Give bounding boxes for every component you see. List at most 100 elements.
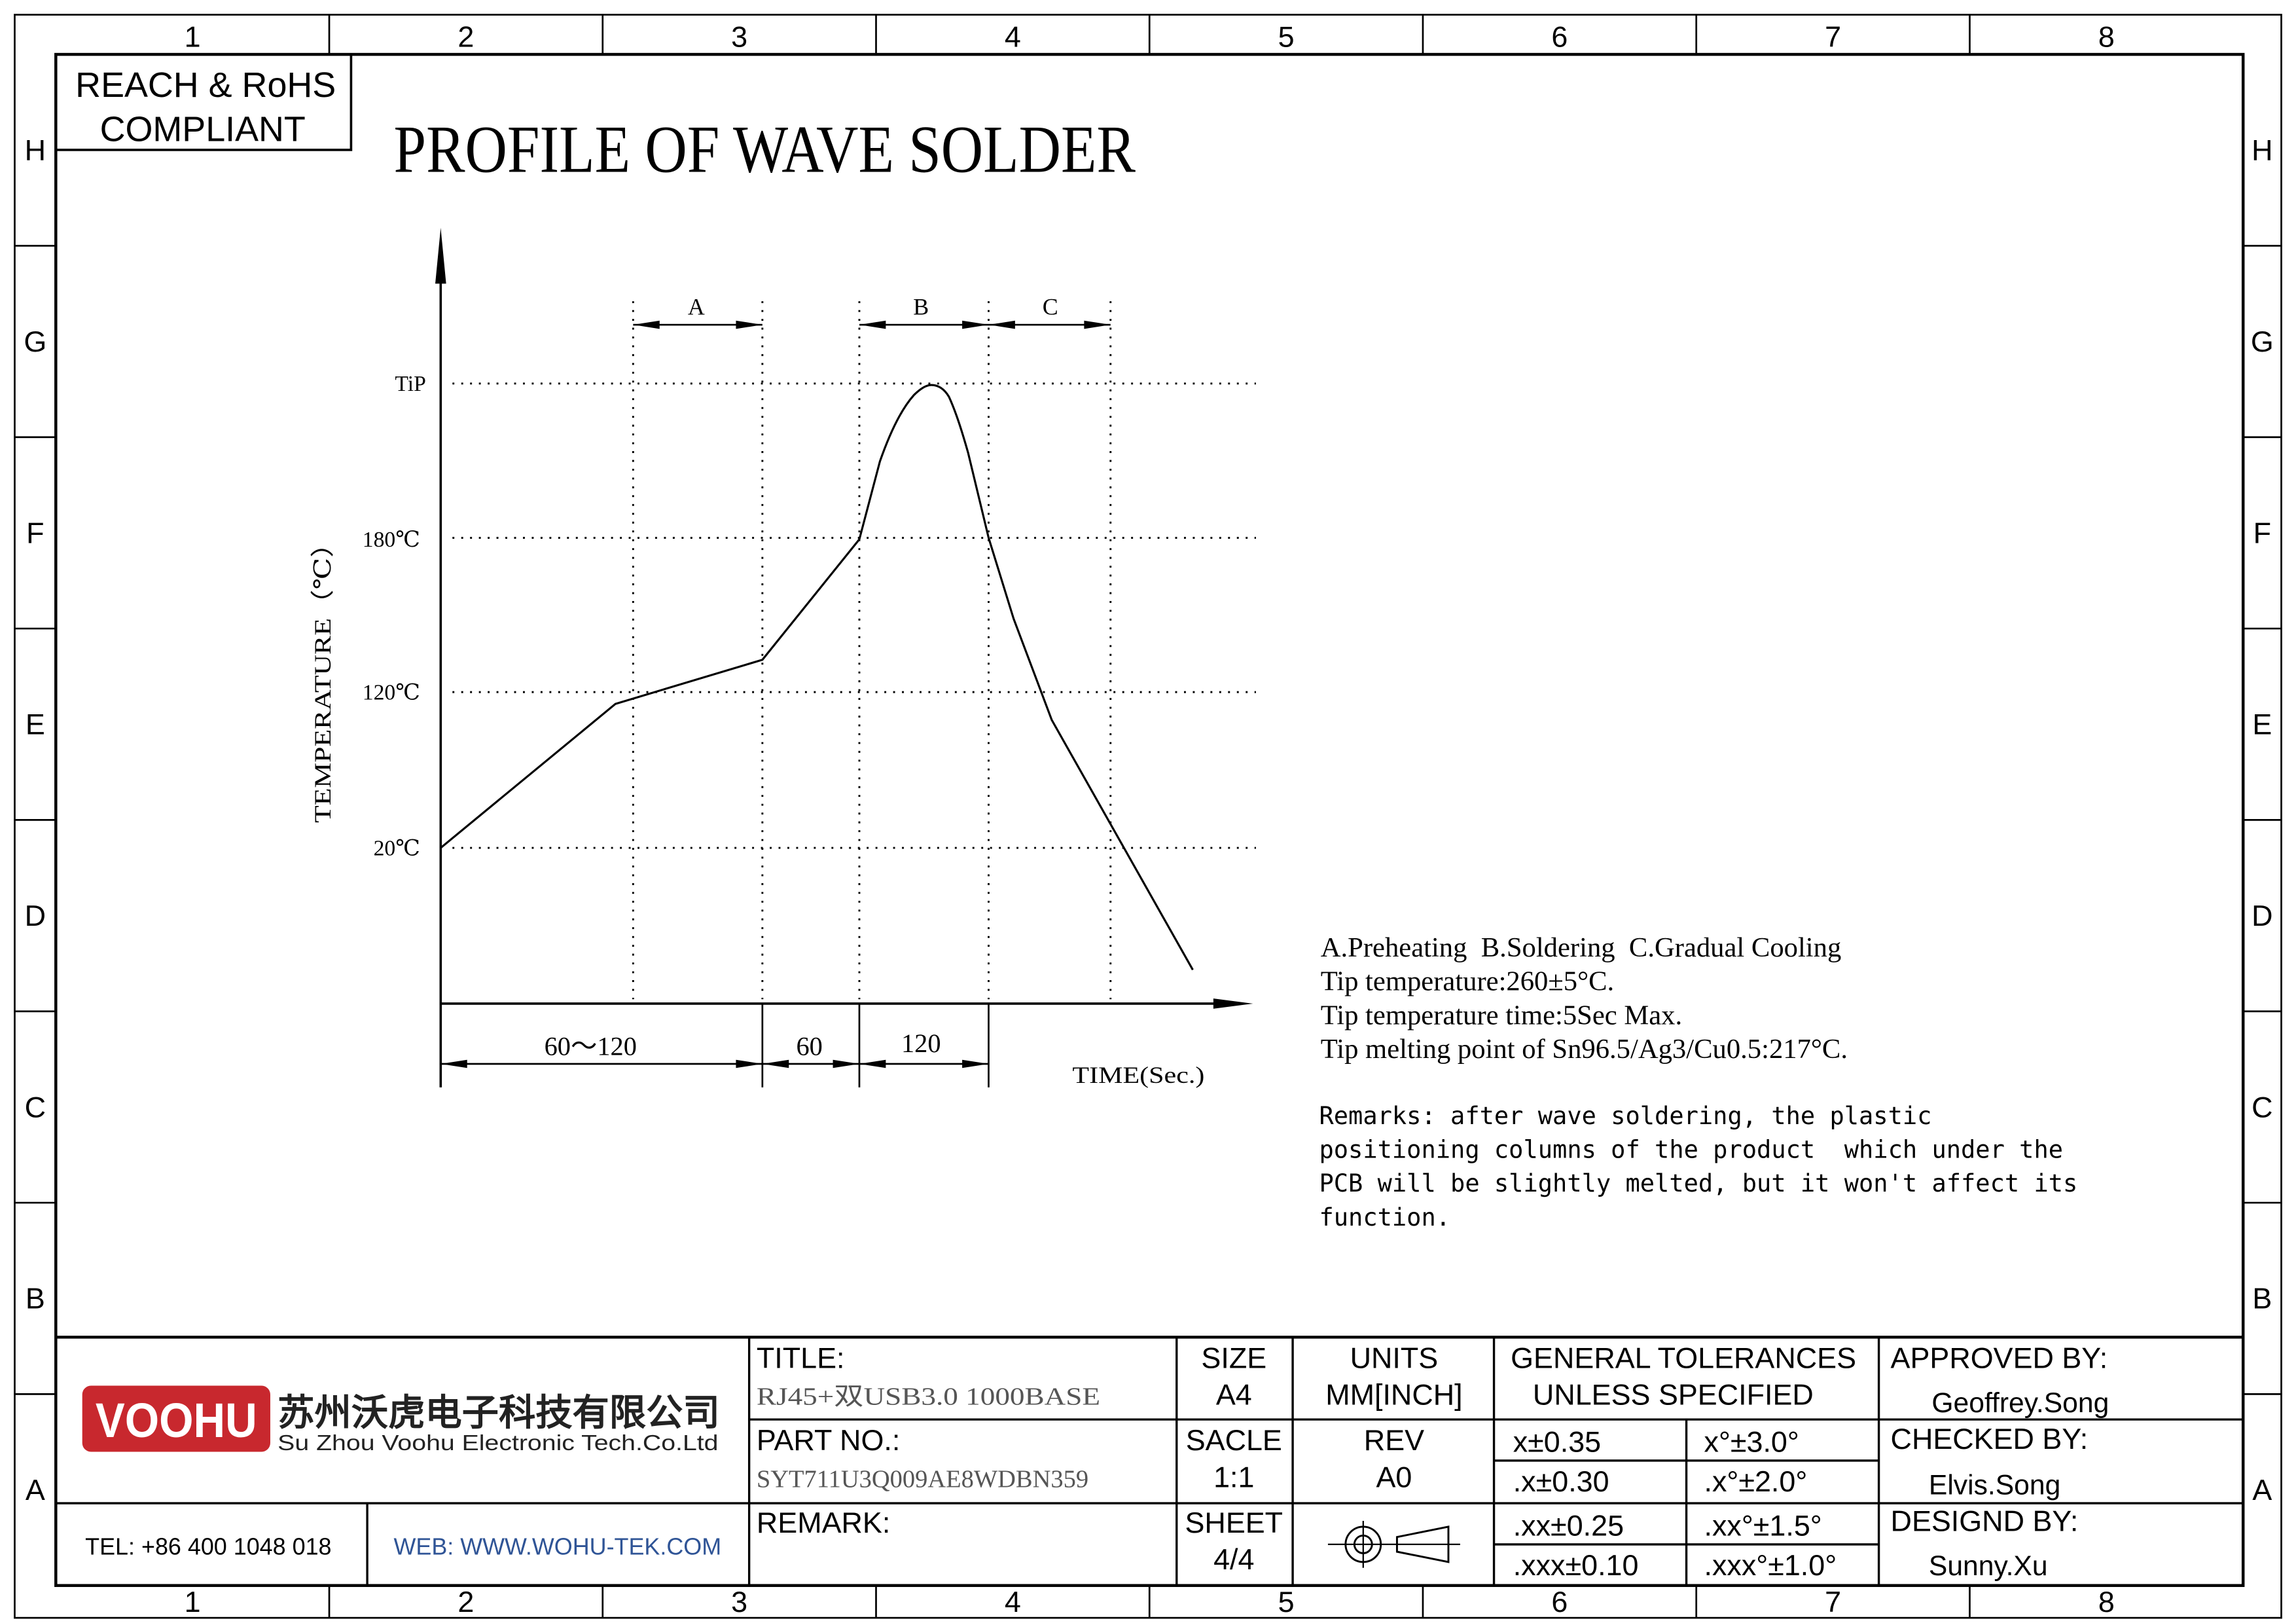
projection-outer-circle xyxy=(1344,1525,1382,1563)
solder-left-arrowhead xyxy=(859,1059,886,1068)
drawing-title: PROFILE OF WAVE SOLDER xyxy=(393,113,1136,187)
logo-badge xyxy=(82,1385,270,1452)
company-name-english: Su Zhou Voohu Electronic Tech.Co.Ltd xyxy=(278,1431,718,1455)
row-label-right: C xyxy=(2251,1090,2272,1123)
column-label-bottom: 5 xyxy=(1278,1585,1295,1618)
row-label-left: H xyxy=(25,134,46,167)
sheet-label: SHEET xyxy=(1185,1506,1283,1539)
size-value: A4 xyxy=(1216,1378,1252,1412)
revision-value: A0 xyxy=(1376,1460,1412,1493)
remarks-line-3: PCB will be slightly melted, but it won'… xyxy=(1319,1169,2077,1197)
column-label-top: 1 xyxy=(185,20,201,54)
tolerances-subtitle: UNLESS SPECIFIED xyxy=(1533,1378,1814,1412)
y-tick-tip: TiP xyxy=(395,372,425,396)
compliance-line-1: REACH & RoHS xyxy=(75,65,336,105)
scale-label: SACLE xyxy=(1186,1423,1282,1457)
zone-reference-grid: 1 1 2 2 3 3 4 4 5 5 6 6 7 7 8 8 H H G G F F E E D D C C B B A A xyxy=(14,14,2282,1618)
row-label-right: G xyxy=(2251,325,2274,358)
row-label-right: E xyxy=(2252,708,2272,741)
temperature-profile-curve xyxy=(440,384,1194,971)
outer-border xyxy=(14,14,2282,1619)
zone-a-dimension: A xyxy=(633,293,762,329)
column-label-bottom: 7 xyxy=(1825,1585,1841,1618)
zone-b-right-arrowhead xyxy=(962,320,989,329)
designed-by-label: DESIGND BY: xyxy=(1891,1504,2079,1538)
column-label-top: 3 xyxy=(731,20,747,54)
zone-a-right-arrowhead xyxy=(736,320,762,329)
row-label-left: B xyxy=(26,1282,45,1315)
solder-profile-diagram: TiP 180℃ 120℃ 20℃ TEMPERATURE（℃） A B C xyxy=(310,227,1256,1088)
preheat-right-arrowhead xyxy=(736,1059,762,1068)
units-label: UNITS xyxy=(1350,1341,1439,1375)
tolerance-linear-0: x±0.35 xyxy=(1513,1425,1601,1458)
note-tip-time: Tip temperature time:5Sec Max. xyxy=(1321,1000,1682,1030)
units-value: MM[INCH] xyxy=(1325,1378,1462,1412)
title-label: TITLE: xyxy=(757,1341,845,1375)
approved-by-name: Geoffrey.Song xyxy=(1931,1387,2109,1419)
x-axis-arrowhead xyxy=(1213,998,1253,1009)
row-label-left: D xyxy=(25,899,46,932)
row-label-left: E xyxy=(26,708,45,741)
column-label-top: 8 xyxy=(2098,20,2115,54)
y-tick-120: 120℃ xyxy=(363,680,420,704)
third-angle-projection-icon xyxy=(1327,1520,1460,1568)
row-label-left: F xyxy=(26,516,44,549)
revision-label: REV xyxy=(1364,1423,1424,1457)
tolerance-linear-2: .xx±0.25 xyxy=(1513,1508,1624,1542)
y-tick-180: 180℃ xyxy=(363,528,420,552)
duration-soak-label: 60 xyxy=(796,1032,822,1061)
title-block: VOOHU 苏州沃虎电子科技有限公司 Su Zhou Voohu Electro… xyxy=(56,1336,2244,1586)
zone-c-right-arrowhead xyxy=(1084,320,1111,329)
column-label-top: 7 xyxy=(1825,20,1841,54)
row-label-right: F xyxy=(2253,516,2271,549)
zone-c-dimension: C xyxy=(988,293,1111,329)
size-label: SIZE xyxy=(1201,1341,1266,1375)
zone-a-left-arrowhead xyxy=(633,320,660,329)
column-label-top: 5 xyxy=(1278,20,1295,54)
checked-by-label: CHECKED BY: xyxy=(1891,1422,2089,1455)
tolerance-linear-3: .xxx±0.10 xyxy=(1513,1548,1639,1582)
row-label-left: G xyxy=(24,325,46,358)
part-number-value: SYT711U3Q009AE8WDBN359 xyxy=(757,1465,1088,1493)
row-label-right: B xyxy=(2252,1282,2272,1315)
column-label-bottom: 6 xyxy=(1551,1585,1568,1618)
projection-cone xyxy=(1395,1525,1450,1563)
sheet-value: 4/4 xyxy=(1213,1542,1254,1576)
column-label-bottom: 2 xyxy=(457,1585,474,1618)
column-label-bottom: 1 xyxy=(185,1585,201,1618)
y-axis-arrowhead xyxy=(435,227,446,284)
remarks-line-4: function. xyxy=(1319,1203,1450,1231)
note-tip-temperature: Tip temperature:260±5°C. xyxy=(1321,966,1615,997)
duration-solder-label: 120 xyxy=(901,1029,941,1058)
company-website: WEB: WWW.WOHU-TEK.COM xyxy=(393,1533,721,1560)
zone-b-label: B xyxy=(913,293,929,319)
zone-a-label: A xyxy=(688,293,705,319)
row-label-right: A xyxy=(2252,1473,2272,1506)
approved-by-label: APPROVED BY: xyxy=(1891,1341,2108,1375)
column-label-bottom: 4 xyxy=(1005,1585,1021,1618)
compliance-line-2: COMPLIANT xyxy=(100,109,306,149)
scale-value: 1:1 xyxy=(1213,1460,1254,1493)
column-label-top: 2 xyxy=(457,20,474,54)
column-label-bottom: 8 xyxy=(2098,1585,2115,1618)
y-tick-20: 20℃ xyxy=(374,836,420,860)
column-label-top: 6 xyxy=(1551,20,1568,54)
column-label-bottom: 3 xyxy=(731,1585,747,1618)
company-phone: TEL: +86 400 1048 018 xyxy=(85,1533,331,1560)
designed-by-name: Sunny.Xu xyxy=(1929,1550,2048,1582)
soak-right-arrowhead xyxy=(833,1059,859,1068)
preheat-left-arrowhead xyxy=(440,1059,467,1068)
tolerance-angular-0: x°±3.0° xyxy=(1704,1425,1799,1458)
duration-preheat-label: 60～120 xyxy=(545,1032,637,1061)
remarks-line-2: positioning columns of the product which… xyxy=(1319,1136,2063,1164)
compliance-box: REACH & RoHS COMPLIANT xyxy=(56,54,353,151)
row-label-left: A xyxy=(26,1473,45,1506)
solder-right-arrowhead xyxy=(962,1059,989,1068)
logo-text: VOOHU xyxy=(96,1393,257,1448)
zone-c-label: C xyxy=(1043,293,1058,319)
row-label-right: H xyxy=(2251,134,2272,167)
process-notes: A.Preheating B.Soldering C.Gradual Cooli… xyxy=(1319,932,2077,1231)
title-value: RJ45+双USB3.0 1000BASE xyxy=(757,1383,1100,1411)
part-number-label: PART NO.: xyxy=(757,1423,900,1457)
